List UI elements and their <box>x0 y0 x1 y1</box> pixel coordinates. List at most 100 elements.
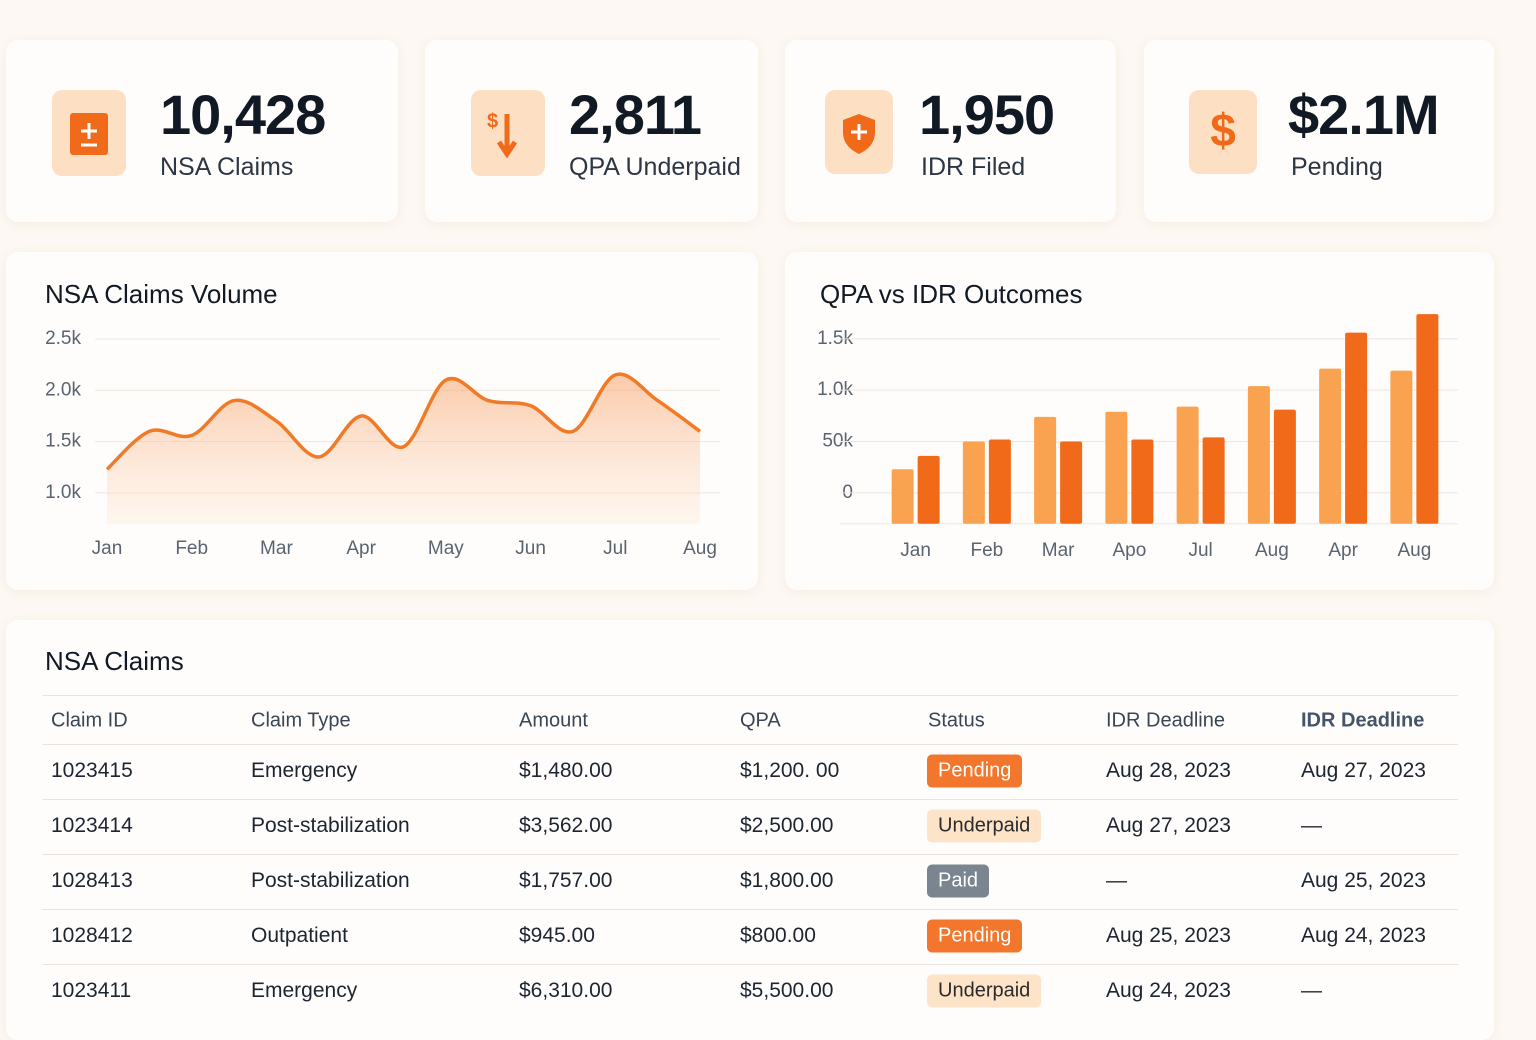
bar <box>1202 437 1225 524</box>
table-cell: $2,500.00 <box>740 814 834 837</box>
table-cell: $1,800.00 <box>740 869 834 892</box>
column-header: Claim Type <box>251 709 351 732</box>
kpi-label: NSA Claims <box>160 153 294 181</box>
row-rule <box>42 854 1458 855</box>
bar <box>962 441 985 524</box>
y-tick-label: 1.0k <box>45 482 81 503</box>
table-cell: Aug 25, 2023 <box>1106 924 1231 947</box>
bar <box>988 439 1011 524</box>
kpi-label: IDR Filed <box>921 153 1026 181</box>
bar <box>917 455 940 524</box>
bar <box>1131 439 1154 524</box>
row-rule <box>42 909 1458 910</box>
column-header: Amount <box>519 709 588 732</box>
x-tick-label: Apr <box>346 538 376 559</box>
icon-graphic: $ <box>1210 104 1236 156</box>
x-tick-label: Jul <box>603 538 627 559</box>
column-header: IDR Deadline <box>1106 709 1225 732</box>
bar <box>891 469 914 524</box>
chart-title: NSA Claims Volume <box>45 279 278 309</box>
kpi-icon: $ <box>1189 90 1257 174</box>
kpi-card: 10,428 NSA Claims <box>6 40 398 222</box>
table-cell: 1023415 <box>51 759 133 782</box>
bar <box>1390 370 1413 524</box>
column-header: QPA <box>740 709 781 732</box>
table-cell: $1,757.00 <box>519 869 613 892</box>
table-cell: $945.00 <box>519 924 595 947</box>
status-badge: Pending <box>927 919 1023 953</box>
kpi-value: $2.1M <box>1288 83 1440 146</box>
table-cell: — <box>1106 869 1127 892</box>
table-card: NSA Claims Claim ID Claim Type Amount QPA St… <box>6 620 1494 1040</box>
kpi-icon: $ <box>471 90 545 176</box>
y-tick-label: 1.5k <box>45 431 81 452</box>
status-badge: Underpaid <box>927 809 1042 843</box>
status-badge: Paid <box>927 864 990 898</box>
y-tick-label: 2.5k <box>45 328 81 349</box>
bar <box>1345 332 1368 524</box>
kpi-icon <box>52 90 126 176</box>
x-tick-label: Mar <box>260 538 293 559</box>
row-rule <box>42 799 1458 800</box>
x-tick-label: Apr <box>1328 540 1358 561</box>
area <box>107 374 700 524</box>
table-cell: Post-stabilization <box>251 869 410 892</box>
x-tick-label: Jun <box>515 538 546 559</box>
table-cell: Post-stabilization <box>251 814 410 837</box>
kpi-label: Pending <box>1291 153 1383 181</box>
table-cell: Emergency <box>251 759 358 782</box>
row-rule <box>42 744 1458 745</box>
kpi-card: $ 2,811 QPA Underpaid <box>425 40 758 222</box>
table-rule <box>42 695 1458 696</box>
kpi-value: 10,428 <box>160 83 326 146</box>
row-rule <box>42 964 1458 965</box>
table-cell: Emergency <box>251 979 358 1002</box>
status-badge: Pending <box>927 754 1023 788</box>
table-cell: $5,500.00 <box>740 979 834 1002</box>
x-tick-label: Apo <box>1112 540 1146 561</box>
bar <box>1176 406 1199 524</box>
table-cell: Aug 24, 2023 <box>1106 979 1231 1002</box>
bar <box>1319 368 1342 524</box>
table-cell: $1,480.00 <box>519 759 613 782</box>
kpi-icon <box>825 90 893 174</box>
table-cell: 1028413 <box>51 869 133 892</box>
table-cell: 1028412 <box>51 924 133 947</box>
x-tick-label: Feb <box>175 538 208 559</box>
table-cell: Aug 28, 2023 <box>1106 759 1231 782</box>
column-header: IDR Deadline <box>1301 709 1425 732</box>
icon-graphic <box>843 114 875 154</box>
table-cell: $3,562.00 <box>519 814 613 837</box>
x-tick-label: Jul <box>1188 540 1212 561</box>
table-cell: — <box>1301 979 1322 1002</box>
kpi-card: $ $2.1M Pending <box>1144 40 1494 222</box>
kpi-value: 1,950 <box>919 83 1055 146</box>
table-title: NSA Claims <box>45 646 184 676</box>
table-cell: $6,310.00 <box>519 979 613 1002</box>
svg-text:$: $ <box>487 110 498 132</box>
table-cell: 1023411 <box>51 979 132 1002</box>
bar <box>1034 416 1057 524</box>
table-cell: $800.00 <box>740 924 816 947</box>
svg-text:$: $ <box>1210 104 1236 156</box>
chart-card: NSA Claims Volume 2.5k 2.0k 1.5k 1.0k Jan Feb… <box>6 252 758 590</box>
table-cell: Aug 27, 2023 <box>1106 814 1231 837</box>
chart-card: QPA vs IDR Outcomes 1.5k 1.0k 50k 0 Jan Feb Ma… <box>785 252 1494 590</box>
chart-title: QPA vs IDR Outcomes <box>820 279 1082 309</box>
x-tick-label: May <box>428 538 464 559</box>
table-cell: — <box>1301 814 1322 837</box>
x-tick-label: Aug <box>683 538 717 559</box>
table-cell: $1,200. 00 <box>740 759 840 782</box>
column-header: Status <box>928 709 985 732</box>
table-cell: Outpatient <box>251 924 348 947</box>
x-tick-label: Jan <box>92 538 123 559</box>
x-tick-label: Feb <box>971 540 1004 561</box>
x-tick-label: Jan <box>900 540 931 561</box>
table-cell: Aug 25, 2023 <box>1301 869 1426 892</box>
y-tick-label: 2.0k <box>45 379 81 400</box>
kpi-label: QPA Underpaid <box>569 153 741 181</box>
bar <box>1247 386 1270 524</box>
y-tick-label: 1.5k <box>817 328 853 349</box>
